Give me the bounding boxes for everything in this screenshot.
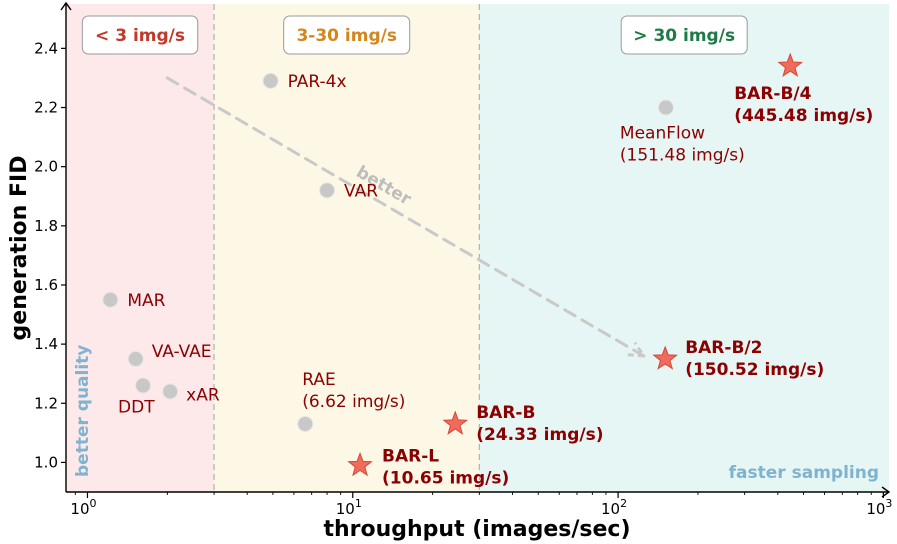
baseline-point <box>262 72 279 89</box>
y-tick-label: 1.4 <box>34 335 58 353</box>
x-axis-title: throughput (images/sec) <box>323 517 630 542</box>
data-points <box>102 52 803 477</box>
point-label: (150.52 img/s) <box>685 360 824 380</box>
point-label: MeanFlow <box>620 124 705 144</box>
better-arrow-shaft <box>165 76 646 358</box>
region-band <box>479 4 889 492</box>
tick-labels: 1.0 1.2 1.4 1.6 1.8 2.0 2.2 2.4 100 101 102 103 <box>34 39 892 518</box>
region-label: < 3 img/s <box>95 26 185 46</box>
point-label: RAE <box>302 370 336 390</box>
region-label-box <box>620 15 748 55</box>
x-tick-label: 101 <box>336 497 362 518</box>
point-label: (445.48 img/s) <box>734 106 873 126</box>
region-band <box>66 4 215 492</box>
point-labels: PAR-4x VAR MAR VA-VAE DDT xAR RAE(6.62 img/s) M… <box>118 72 873 488</box>
region-label-box <box>81 15 199 55</box>
ours-star-point <box>652 345 678 370</box>
ours-star-point <box>777 52 803 77</box>
y-tick-label: 1.6 <box>34 276 58 294</box>
baseline-point <box>297 415 314 432</box>
baseline-point <box>127 350 144 367</box>
point-label: xAR <box>186 385 220 405</box>
better-quality-label: better quality <box>73 345 93 477</box>
x-axis-arrowhead <box>881 486 891 498</box>
region-label: > 30 img/s <box>633 26 735 46</box>
point-label: VAR <box>344 181 378 201</box>
point-label: (151.48 img/s) <box>620 146 745 166</box>
point-label: PAR-4x <box>288 72 347 92</box>
y-axis-title: generation FID <box>7 156 32 341</box>
y-tick-label: 1.0 <box>34 453 58 471</box>
baseline-point <box>657 99 674 116</box>
point-label: (24.33 img/s) <box>476 425 603 445</box>
y-tick-label: 1.8 <box>34 217 58 235</box>
better-arrow-head <box>627 341 647 358</box>
point-label: (6.62 img/s) <box>302 392 405 412</box>
speed-regions: < 3 img/s 3-30 img/s > 30 img/s <box>66 4 889 492</box>
y-tick-label: 2.2 <box>34 99 58 117</box>
point-label: DDT <box>118 398 155 418</box>
y-tick-label: 2.4 <box>34 39 58 57</box>
y-tick-label: 1.2 <box>34 394 58 412</box>
faster-sampling-label: faster sampling <box>729 463 879 483</box>
axes <box>60 1 891 498</box>
point-label: BAR-B/2 <box>685 338 762 358</box>
point-label: BAR-L <box>382 446 439 466</box>
baseline-point <box>102 291 119 308</box>
point-label: VA-VAE <box>152 342 212 362</box>
y-axis-arrowhead <box>60 1 72 11</box>
point-label: BAR-B <box>476 403 535 423</box>
baseline-point <box>135 377 152 394</box>
baseline-point <box>162 383 179 400</box>
ours-star-point <box>442 410 469 435</box>
y-tick-label: 2.0 <box>34 158 58 176</box>
point-label: (10.65 img/s) <box>382 468 509 488</box>
region-band <box>214 4 480 492</box>
region-label-box <box>283 15 411 55</box>
ours-star-point <box>347 451 373 477</box>
x-tick-label: 100 <box>70 497 96 518</box>
point-label: BAR-B/4 <box>734 84 811 104</box>
region-label: 3-30 img/s <box>296 26 397 46</box>
point-label: MAR <box>127 291 165 311</box>
x-tick-label: 102 <box>601 497 627 518</box>
baseline-point <box>319 182 336 199</box>
x-tick-label: 103 <box>866 497 892 518</box>
